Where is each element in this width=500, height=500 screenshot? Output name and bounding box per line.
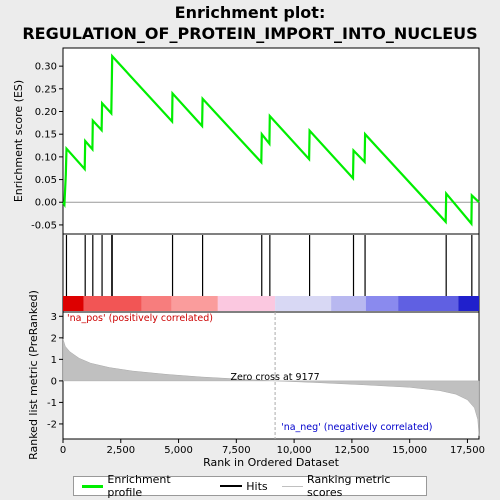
es-ytick-label: 0.20 [35,107,57,118]
metric-group: Zero cross at 9177 'na_pos' (positively c… [62,312,480,439]
xtick-label: 7,500 [222,445,251,456]
metric-ytick-label: 1 [51,355,57,366]
xtick-label: 0 [60,445,66,456]
legend-item-hits: Hits [220,479,268,493]
es-ytick-label: 0.25 [35,84,57,95]
metric-ytick-label: -2 [47,419,57,430]
es-ytick-label: 0.05 [35,175,57,186]
chart-title-line1: Enrichment plot: [175,3,326,22]
legend: Enrichment profile Hits Ranking metric s… [73,473,427,499]
es-ytick-label: -0.05 [31,220,57,231]
metric-ytick-label: 2 [51,333,57,344]
legend-swatch-hits [220,485,243,487]
metric-ytick-label: -1 [47,398,57,409]
color-bar-segment [141,296,172,311]
color-bar-segment [365,296,399,311]
legend-label-enrichment: Enrichment profile [107,473,171,499]
hits-group [65,235,473,296]
metric-ytick-label: 3 [51,312,57,323]
es-profile-group [62,53,480,227]
color-bar-segment [217,296,276,311]
ranking-metric-area [62,338,480,436]
legend-swatch-metric [281,485,304,487]
legend-swatch-enrichment [82,484,104,488]
es-ytick-label: 0.30 [35,62,57,73]
es-ylabel: Enrichment score (ES) [12,80,25,202]
chart-title-line2: REGULATION_OF_PROTEIN_IMPORT_INTO_NUCLEU… [22,24,477,43]
xtick-label: 17,500 [450,445,485,456]
legend-label-hits: Hits [246,479,268,493]
xlabel: Rank in Ordered Dataset [203,456,340,469]
legend-item-ranking-metric: Ranking metric scores [281,473,426,499]
color-bar-segment [458,296,479,311]
es-ytick-label: 0.15 [35,130,57,141]
xtick-label: 5,000 [164,445,193,456]
neg-correlated-label: 'na_neg' (negatively correlated) [281,422,432,433]
es-panel [62,47,480,235]
xtick-label: 10,000 [277,445,312,456]
zero-cross-label: Zero cross at 9177 [230,372,319,383]
xtick-label: 12,500 [334,445,369,456]
color-bar-segment [63,296,84,311]
xtick-label: 15,000 [392,445,427,456]
color-bar-group [63,296,479,311]
pos-correlated-label: 'na_pos' (positively correlated) [67,313,213,324]
legend-item-enrichment-profile: Enrichment profile [82,473,206,499]
es-ytick-label: 0.00 [35,198,57,209]
metric-ytick-label: 0 [51,376,57,387]
color-bar-segment [398,296,459,311]
xtick-label: 2,500 [106,445,135,456]
metric-ylabel: Ranked list metric (PreRanked) [27,290,40,460]
legend-label-metric: Ranking metric scores [307,473,391,499]
enrichment-profile-line [62,53,480,227]
color-bar-segment [275,296,332,311]
axes-group: -0.050.000.050.100.150.200.250.30-2-1012… [31,62,485,456]
color-bar-segment [83,296,142,311]
es-ytick-label: 0.10 [35,152,57,163]
color-bar-segment [331,296,366,311]
color-bar-segment [171,296,218,311]
